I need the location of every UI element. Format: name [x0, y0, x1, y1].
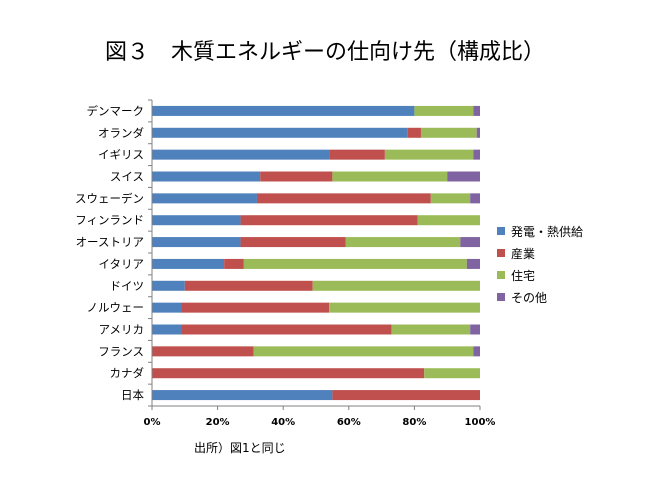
legend-item-housing: 住宅 [497, 264, 583, 286]
category-label: オランダ [98, 126, 144, 140]
bar-segment [384, 149, 474, 160]
bar-segment [181, 302, 330, 313]
legend-label-industry: 産業 [511, 246, 536, 261]
legend-swatch-power-heat [497, 227, 505, 235]
bar-segment [473, 105, 480, 116]
bar-segment [430, 193, 471, 204]
bar-segment [332, 390, 480, 401]
bar-segment [332, 171, 448, 182]
bar-segment [414, 105, 474, 116]
bar-segment [470, 193, 480, 204]
bar-segment [152, 215, 241, 226]
legend-item-industry: 産業 [497, 242, 583, 264]
legend-label-housing: 住宅 [511, 268, 536, 283]
category-label: オーストリア [76, 235, 144, 249]
legend-item-other: その他 [497, 286, 583, 308]
x-tick-label: 20% [206, 417, 230, 428]
bar-segment [476, 127, 480, 138]
source-note: 出所）図1と同じ [194, 441, 286, 455]
category-label: カナダ [110, 366, 145, 380]
bar-segment [417, 215, 480, 226]
bar-segment [329, 149, 385, 160]
legend-label-other: その他 [511, 290, 548, 305]
bar-segment [152, 280, 185, 291]
bar-segment [473, 346, 480, 357]
legend-label-power-heat: 発電・熱供給 [511, 224, 584, 239]
bar-segment [407, 127, 421, 138]
bar-segment [152, 258, 225, 269]
bar-segment [329, 302, 480, 313]
bar-segment [152, 193, 257, 204]
category-label: ノルウェー [87, 301, 145, 315]
category-label: スイス [110, 170, 144, 184]
category-label: イタリア [98, 257, 144, 271]
bar-segment [470, 324, 480, 335]
bar-segment [181, 324, 392, 335]
bar-segment [184, 280, 313, 291]
bar-segment [152, 368, 425, 379]
bar-segment [152, 346, 254, 357]
bar-segment [424, 368, 480, 379]
bar-segment [260, 171, 333, 182]
category-label: フィンランド [75, 213, 144, 227]
bar-segment [240, 215, 418, 226]
x-tick-label: 80% [402, 417, 426, 428]
category-label: デンマーク [87, 104, 145, 118]
x-tick-label: 0% [144, 417, 161, 428]
bar-segment [473, 149, 480, 160]
bar-segment [243, 258, 467, 269]
chart-title: 図３ 木質エネルギーの仕向け先（構成比） [104, 40, 545, 65]
bar-segment [224, 258, 244, 269]
x-tick-label: 40% [271, 417, 295, 428]
bar-segment [152, 105, 415, 116]
bar-segment [256, 193, 431, 204]
legend-swatch-other [497, 293, 505, 301]
legend-swatch-housing [497, 271, 505, 279]
bar-segment [253, 346, 474, 357]
bar-segment [391, 324, 471, 335]
bar-segment [152, 171, 261, 182]
legend-item-power-heat: 発電・熱供給 [497, 220, 583, 242]
category-label: フランス [98, 344, 144, 358]
bar-segment [460, 237, 480, 248]
bar-segment [152, 390, 333, 401]
legend-swatch-industry [497, 249, 505, 257]
category-label: スウェーデン [75, 191, 144, 205]
bar-segment [466, 258, 480, 269]
legend: 発電・熱供給 産業 住宅 その他 [497, 220, 583, 308]
bar-segment [152, 127, 408, 138]
bar-segment [345, 237, 461, 248]
category-label: ドイツ [110, 279, 145, 293]
category-label: 日本 [121, 388, 144, 402]
x-tick-label: 60% [337, 417, 361, 428]
x-tick-label: 100% [465, 417, 496, 428]
bar-segment [152, 324, 182, 335]
bar-segment [420, 127, 477, 138]
category-label: アメリカ [99, 323, 144, 337]
bar-segment [152, 149, 330, 160]
bar-segment [240, 237, 346, 248]
bar-segment [152, 237, 241, 248]
bar-segment [152, 302, 182, 313]
category-label: イギリス [98, 148, 144, 162]
bar-segment [447, 171, 480, 182]
bar-segment [312, 280, 480, 291]
